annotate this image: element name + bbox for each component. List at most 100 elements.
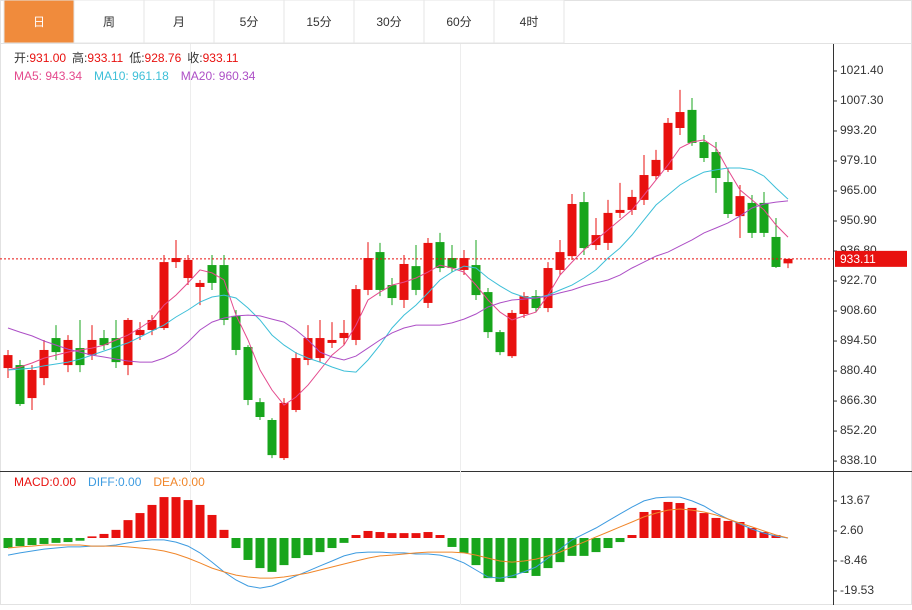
tab[interactable]: 4时 bbox=[493, 0, 565, 44]
y-tick-label: -8.46 bbox=[840, 553, 868, 567]
tab-label: 日 bbox=[33, 15, 45, 29]
candle-body bbox=[483, 292, 493, 333]
candle-body bbox=[279, 402, 289, 459]
tab[interactable]: 60分 bbox=[423, 0, 495, 44]
tab[interactable]: 15分 bbox=[283, 0, 355, 44]
candle-body bbox=[27, 369, 37, 399]
tab[interactable]: 30分 bbox=[353, 0, 425, 44]
macd-bar bbox=[459, 538, 469, 553]
candle-body bbox=[423, 242, 433, 303]
macd-bar bbox=[183, 500, 193, 538]
ohlc-label: 收: bbox=[187, 51, 202, 65]
tab-bar: 日 周 月 5分 15分 30分 60分 4时 bbox=[3, 0, 565, 44]
macd-bar bbox=[27, 538, 37, 546]
y-tick-label: 13.67 bbox=[840, 493, 870, 507]
tab[interactable]: 月 bbox=[143, 0, 215, 44]
candle-body bbox=[555, 252, 565, 270]
y-tick-label: 852.20 bbox=[840, 423, 877, 437]
macd-bar bbox=[627, 535, 637, 538]
macd-line bbox=[7, 508, 789, 579]
tab-label: 月 bbox=[173, 15, 185, 29]
macd-bar bbox=[3, 538, 13, 549]
candle-body bbox=[495, 332, 505, 353]
y-tick-label: 880.40 bbox=[840, 363, 877, 377]
candle-body bbox=[747, 202, 757, 233]
macd-bar bbox=[75, 538, 85, 541]
macd-bar bbox=[651, 510, 661, 538]
candle-body bbox=[687, 109, 697, 143]
macd-bar bbox=[147, 504, 157, 538]
tab-background bbox=[423, 0, 495, 44]
y-tick-label: 979.10 bbox=[840, 153, 877, 167]
candle-body bbox=[759, 202, 769, 233]
candle-body bbox=[171, 258, 181, 263]
candle-body bbox=[87, 339, 97, 356]
candle-body bbox=[579, 202, 589, 249]
macd-bar bbox=[711, 517, 721, 538]
candle-body bbox=[231, 315, 241, 350]
candle-body bbox=[531, 296, 541, 309]
candle-body bbox=[711, 152, 721, 179]
macd-bar bbox=[51, 538, 61, 543]
tab-label: 周 bbox=[103, 15, 115, 29]
candle-body bbox=[735, 196, 745, 217]
macd-bar bbox=[315, 538, 325, 553]
macd-bar bbox=[387, 533, 397, 538]
candle-body bbox=[243, 346, 253, 400]
candle-body bbox=[375, 252, 385, 290]
candle-body bbox=[519, 296, 529, 315]
macd-bar bbox=[639, 511, 649, 538]
ohlc-label: 低: bbox=[129, 51, 144, 65]
macd-bar bbox=[603, 538, 613, 549]
macd-bar bbox=[675, 503, 685, 538]
y-tick-label: 922.70 bbox=[840, 273, 877, 287]
candle-body bbox=[447, 258, 457, 269]
tab[interactable]: 周 bbox=[73, 0, 145, 44]
macd-bar bbox=[735, 522, 745, 538]
macd-line bbox=[7, 496, 789, 589]
y-tick-label: 1021.40 bbox=[840, 63, 884, 77]
macd-bar bbox=[747, 527, 757, 538]
candle-body bbox=[771, 236, 781, 267]
candle-body bbox=[39, 349, 49, 379]
candle-body bbox=[195, 282, 205, 287]
macd-bar bbox=[555, 538, 565, 563]
candle-body bbox=[723, 182, 733, 214]
last-price-box bbox=[835, 250, 907, 267]
tab-label: 30分 bbox=[376, 15, 401, 29]
ma-legend: MA5: 943.34 MA10: 961.18 MA20: 960.34 bbox=[14, 69, 256, 83]
tab[interactable]: 日 bbox=[3, 0, 75, 44]
candle-body bbox=[3, 355, 13, 369]
ma-line bbox=[7, 139, 789, 406]
macd-bar bbox=[363, 530, 373, 538]
tab-background bbox=[213, 0, 285, 44]
macd-bar bbox=[591, 538, 601, 553]
ma-legend-entry: MA5: 943.34 bbox=[14, 69, 82, 83]
tab[interactable]: 5分 bbox=[213, 0, 285, 44]
macd-bar bbox=[663, 501, 673, 538]
tab-background bbox=[3, 0, 75, 44]
macd-bar bbox=[231, 538, 241, 549]
macd-bar bbox=[723, 520, 733, 538]
y-tick-label: -19.53 bbox=[840, 583, 874, 597]
tab-background bbox=[493, 0, 565, 44]
tab-label: 5分 bbox=[240, 15, 259, 29]
macd-bar bbox=[687, 507, 697, 538]
macd-bar bbox=[279, 538, 289, 566]
candle-body bbox=[135, 329, 145, 336]
candle-body bbox=[183, 259, 193, 279]
y-tick-label: 965.00 bbox=[840, 183, 877, 197]
macd-bar bbox=[699, 513, 709, 538]
candle-body bbox=[783, 258, 793, 264]
macd-bar bbox=[303, 538, 313, 556]
macd-bar bbox=[111, 529, 121, 538]
macd-bar bbox=[63, 538, 73, 543]
macd-bar bbox=[411, 533, 421, 538]
macd-bar bbox=[531, 538, 541, 576]
ma-legend-entry: MA10: 961.18 bbox=[94, 69, 169, 83]
macd-bar bbox=[87, 536, 97, 538]
ohlc-label: 开: bbox=[14, 51, 29, 65]
macd-bar bbox=[327, 538, 337, 549]
candle-body bbox=[99, 338, 109, 346]
